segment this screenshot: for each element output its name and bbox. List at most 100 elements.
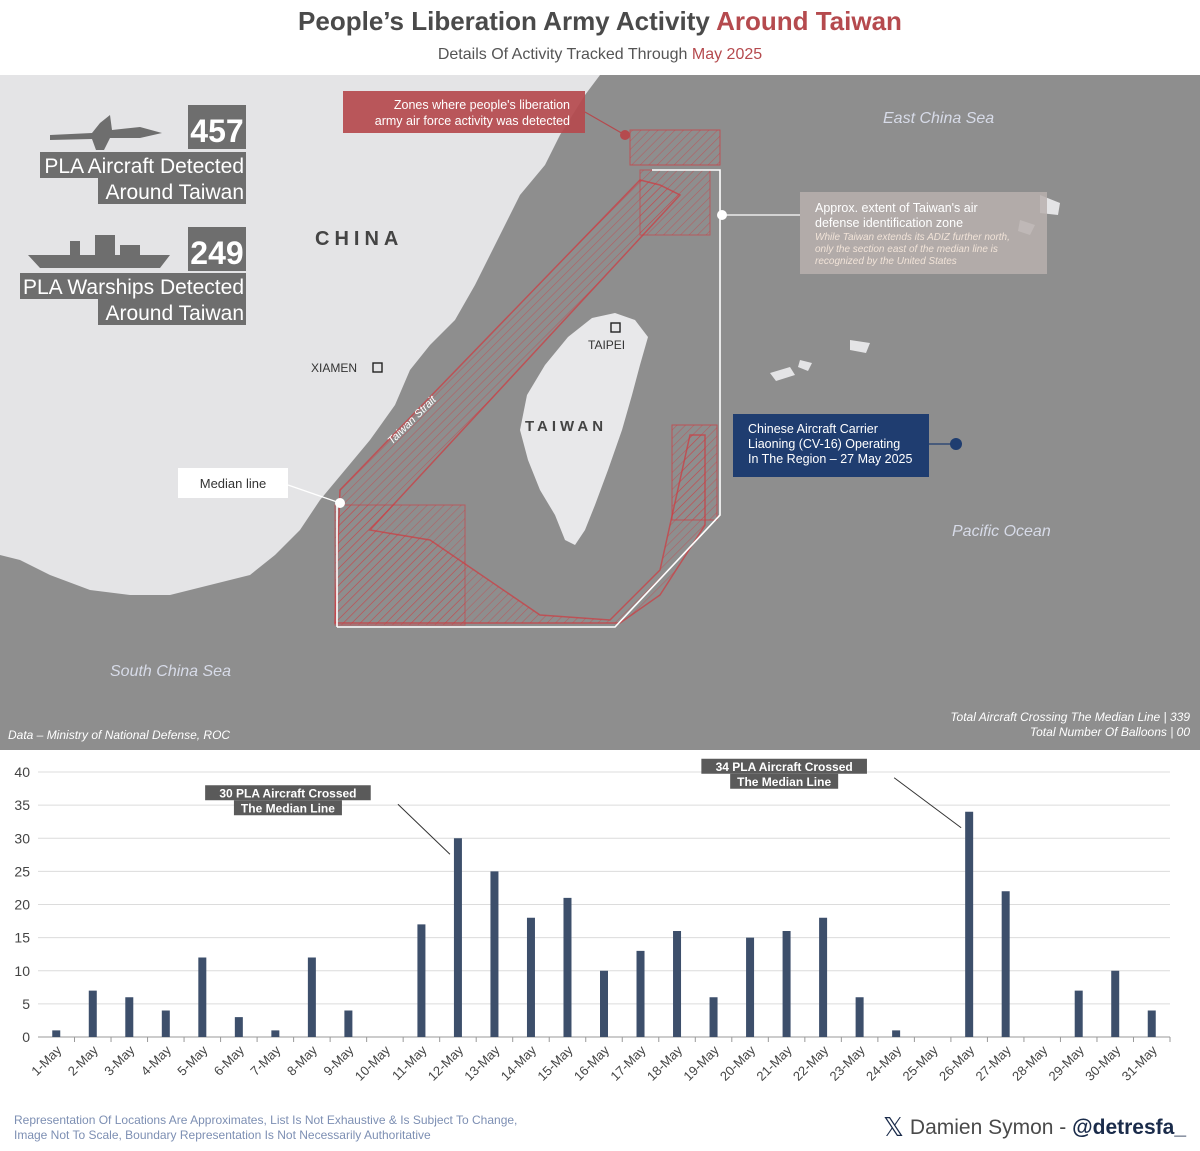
- bar: [600, 970, 608, 1037]
- x-tick-label: 2-May: [65, 1042, 101, 1078]
- bar: [965, 811, 974, 1037]
- bar: [819, 917, 828, 1037]
- bar: [855, 997, 864, 1037]
- x-tick-label: 25-May: [900, 1042, 942, 1084]
- aircraft-caption-line2: Around Taiwan: [105, 181, 244, 204]
- zones-callout-dot: [620, 130, 630, 140]
- y-tick-label: 10: [14, 963, 30, 979]
- warship-icon: [28, 235, 170, 268]
- bar: [234, 1017, 243, 1037]
- x-tick-label: 29-May: [1046, 1042, 1088, 1084]
- activity-zone-north-east: [639, 169, 711, 236]
- annotation-box: [233, 800, 342, 816]
- taipei-label: TAIPEI: [588, 338, 625, 352]
- x-tick-label: 1-May: [28, 1042, 64, 1078]
- header: People’s Liberation Army Activity Around…: [0, 0, 1200, 75]
- disclaimer: Representation Of Locations Are Approxim…: [14, 1113, 614, 1143]
- bar: [307, 957, 316, 1037]
- annotation-box: [205, 785, 371, 801]
- aircraft-stat: 457 PLA Aircraft Detected Around Taiwan: [40, 105, 246, 204]
- aircraft-line1-box: [40, 152, 246, 178]
- y-tick-label: 0: [22, 1029, 30, 1045]
- x-tick-label: 8-May: [284, 1042, 320, 1078]
- carrier-location-dot: [950, 438, 962, 450]
- y-tick-label: 35: [14, 797, 30, 813]
- x-tick-label: 24-May: [863, 1042, 905, 1084]
- activity-zone-east: [671, 424, 718, 521]
- bar: [526, 917, 535, 1037]
- south-china-sea-label: South China Sea: [110, 663, 231, 680]
- subtitle-main: Details Of Activity Tracked Through: [437, 46, 692, 63]
- carrier-callout-line3: In The Region – 27 May 2025: [748, 452, 913, 466]
- annotation-box: [701, 758, 867, 774]
- adiz-callout-note2: only the section east of the median line…: [815, 244, 998, 255]
- disclaimer-line1: Representation Of Locations Are Approxim…: [14, 1113, 518, 1127]
- bar-chart-svg: 0 5 10 15 20 25 30 35 40 1-May 2-May 3-May 4-May 5-Ma…: [14, 758, 1171, 1084]
- taipei-marker: [610, 322, 621, 333]
- x-tick-label: 5-May: [174, 1042, 210, 1078]
- x-tick-label: 13-May: [461, 1042, 503, 1084]
- x-logo-icon: 𝕏: [882, 1113, 904, 1143]
- aircraft-line2-box: [98, 178, 246, 204]
- annotation-line2: The Median Line: [241, 801, 335, 815]
- subtitle-accent: May 2025: [691, 46, 763, 63]
- bar: [782, 931, 791, 1037]
- credit-handle[interactable]: @detresfa_: [1072, 1116, 1186, 1139]
- bar: [271, 1030, 280, 1037]
- y-tick-label: 15: [14, 930, 30, 946]
- carrier-callout-line1: Chinese Aircraft Carrier: [748, 422, 878, 436]
- x-tick-label: 28-May: [1009, 1042, 1051, 1084]
- activity-map: CHINA TAIWAN TAIPEI XIAMEN East China Se…: [0, 75, 1200, 750]
- total-median-crossings: Total Aircraft Crossing The Median Line …: [950, 710, 1190, 724]
- bar: [709, 997, 718, 1037]
- median-line-callout-dot: [335, 498, 345, 508]
- x-tick-label: 31-May: [1119, 1042, 1161, 1084]
- annotation-line1: 30 PLA Aircraft Crossed: [219, 786, 356, 800]
- zones-callout-line1: Zones where people's liberation: [394, 98, 570, 112]
- bar: [1147, 1010, 1156, 1037]
- y-tick-label: 30: [14, 830, 30, 846]
- daily-crossings-chart: 0 5 10 15 20 25 30 35 40 1-May 2-May 3-May 4-May 5-Ma…: [0, 750, 1200, 1105]
- xiamen-marker: [372, 362, 383, 373]
- x-tick-label: 7-May: [247, 1042, 283, 1078]
- map-svg: CHINA TAIWAN TAIPEI XIAMEN East China Se…: [0, 75, 1200, 750]
- author-credit: 𝕏 Damien Symon - @detresfa_: [883, 1113, 1186, 1143]
- bar: [563, 897, 572, 1037]
- bar: [52, 1030, 61, 1037]
- x-tick-label: 17-May: [607, 1042, 649, 1084]
- warship-caption-line2: Around Taiwan: [105, 302, 244, 325]
- warship-line1-box: [20, 273, 246, 299]
- x-tick-label: 12-May: [425, 1042, 467, 1084]
- bar: [453, 838, 462, 1037]
- total-balloons: Total Number Of Balloons | 00: [1030, 725, 1190, 739]
- bar: [1001, 891, 1010, 1037]
- adiz-callout-line1: Approx. extent of Taiwan's air: [815, 201, 978, 215]
- bar: [417, 924, 426, 1037]
- adiz-callout-note3: recognized by the United States: [815, 256, 957, 267]
- title-main: People’s Liberation Army Activity: [298, 6, 717, 36]
- carrier-callout: Chinese Aircraft Carrier Liaoning (CV-16…: [733, 414, 962, 477]
- carrier-callout-line2: Liaoning (CV-16) Operating: [748, 437, 900, 451]
- credit-name: Damien Symon -: [909, 1116, 1073, 1139]
- aircraft-icon: [50, 115, 162, 150]
- activity-zone-southwest: [334, 504, 466, 626]
- activity-zone-north: [629, 129, 721, 166]
- x-tick-label: 27-May: [973, 1042, 1015, 1084]
- y-tick-label: 25: [14, 863, 30, 879]
- y-tick-label: 5: [22, 996, 30, 1012]
- bar: [746, 937, 755, 1037]
- zones-callout-line2: army air force activity was detected: [375, 114, 570, 128]
- bar: [198, 957, 207, 1037]
- annotation-box: [730, 773, 839, 789]
- x-tick-label: 26-May: [936, 1042, 978, 1084]
- east-china-sea-label: East China Sea: [883, 110, 994, 127]
- zones-callout: Zones where people's liberation army air…: [343, 91, 630, 140]
- bar: [344, 1010, 353, 1037]
- bar: [673, 931, 682, 1037]
- taiwan-label: TAIWAN: [525, 418, 607, 435]
- xiamen-label: XIAMEN: [311, 361, 357, 375]
- x-tick-label: 18-May: [644, 1042, 686, 1084]
- page-subtitle: Details Of Activity Tracked Through May …: [0, 46, 1200, 64]
- pacific-ocean-label: Pacific Ocean: [952, 523, 1051, 540]
- median-line-callout-box: [178, 468, 288, 498]
